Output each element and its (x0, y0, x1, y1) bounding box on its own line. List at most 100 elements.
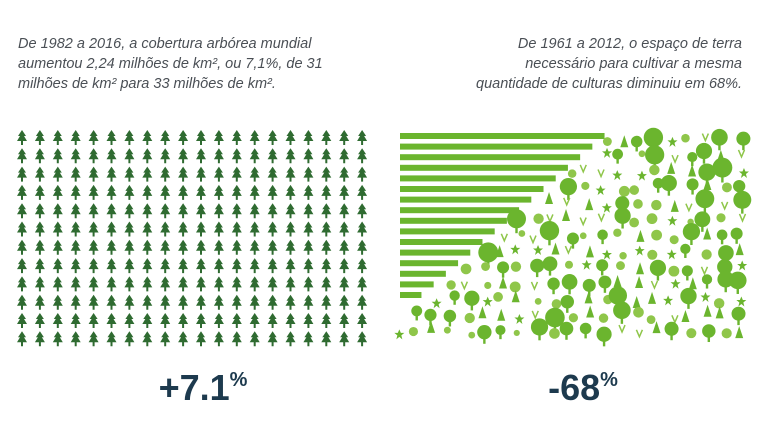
crop-stripe (400, 154, 581, 161)
right-description-line: De 1961 a 2012, o espaço de terra (518, 36, 742, 52)
tree-icon (70, 148, 81, 164)
tree-icon (339, 294, 350, 310)
plant-bush (619, 252, 627, 260)
tree-icon (321, 239, 332, 255)
plant-tree (632, 295, 641, 308)
tree-icon (321, 203, 332, 219)
tree-icon (142, 239, 153, 255)
tree-icon (160, 313, 171, 328)
plant-grass (650, 280, 659, 290)
crop-stripe (400, 260, 459, 267)
plant-bush (509, 281, 521, 293)
tree-icon (303, 258, 314, 274)
plant-flower (601, 249, 612, 260)
plant-crown (596, 326, 612, 342)
tree-icon (178, 331, 189, 347)
tree-icon (321, 294, 332, 310)
plant-bush (484, 281, 492, 289)
tree-icon (88, 331, 99, 347)
plant-crown (560, 295, 575, 309)
crop-stripe (400, 281, 434, 288)
tree-icon (70, 331, 81, 347)
tree-icon (52, 221, 63, 237)
plant-crown (649, 259, 667, 276)
tree-icon (178, 313, 189, 328)
plant-tree (667, 161, 676, 174)
plant-crown (559, 177, 578, 196)
plant-crown (712, 157, 733, 178)
plant-bush (567, 169, 577, 178)
tree-icon (196, 203, 206, 219)
plant-crown (664, 321, 679, 336)
plant-bush (618, 185, 630, 197)
plant-tree (703, 304, 712, 317)
crop-stripe (400, 249, 471, 256)
plant-crown (477, 324, 492, 340)
tree-icon (17, 184, 27, 200)
plant-crown (612, 148, 624, 160)
plant-crown (680, 287, 697, 305)
tree-icon (34, 203, 45, 219)
plant-crown (630, 135, 643, 148)
plant-flower (595, 185, 606, 196)
tree-icon (267, 166, 278, 182)
plant-bush (568, 313, 579, 323)
plant-flower (431, 298, 442, 309)
tree-icon (106, 294, 117, 310)
plant-crown (686, 178, 699, 191)
tree-icon (213, 203, 224, 219)
tree-icon (213, 294, 224, 310)
plant-bush (701, 249, 712, 260)
plant-tree (652, 321, 661, 334)
plant-tree (735, 326, 744, 339)
plant-crown (613, 301, 631, 320)
tree-icon (124, 203, 135, 219)
tree-icon (285, 239, 296, 255)
plant-crown (615, 196, 630, 211)
tree-icon (52, 130, 63, 145)
tree-icon (357, 203, 368, 219)
plant-flower (612, 170, 623, 181)
tree-icon (52, 239, 63, 255)
tree-icon (196, 148, 206, 164)
plant-crown (731, 306, 746, 321)
plant-bush (534, 298, 542, 305)
tree-icon (17, 294, 27, 310)
tree-icon (124, 331, 135, 347)
plant-bush (510, 261, 522, 272)
tree-icon (267, 130, 278, 145)
tree-icon (160, 166, 171, 182)
tree-icon (106, 313, 117, 328)
plant-crown (614, 207, 631, 224)
plant-bush (716, 213, 726, 223)
plant-bush (722, 182, 732, 193)
plant-bush (533, 213, 544, 224)
tree-icon (213, 239, 224, 255)
plant-grass (685, 203, 693, 213)
tree-icon (321, 221, 332, 237)
plant-crown (507, 209, 526, 229)
left-stat-value: +7.1 (159, 367, 230, 408)
tree-icon (213, 258, 224, 274)
plant-tree (681, 310, 690, 323)
tree-icon (106, 276, 117, 292)
plant-bush (581, 181, 590, 190)
tree-icon (357, 331, 368, 347)
tree-icon (249, 331, 260, 347)
tree-icon (106, 148, 117, 164)
tree-icon (285, 258, 296, 274)
tree-icon (178, 166, 189, 182)
plant-bush (633, 199, 643, 209)
tree-icon (339, 166, 350, 182)
right-stat-unit: % (600, 369, 618, 391)
plant-grass (618, 324, 626, 334)
plant-tree (497, 308, 506, 321)
plant-crown (582, 278, 596, 292)
tree-icon (213, 184, 224, 200)
tree-icon (196, 130, 206, 145)
tree-icon (124, 184, 135, 200)
plant-bush (646, 213, 658, 225)
tree-icon (142, 203, 153, 219)
tree-icon (231, 313, 242, 328)
